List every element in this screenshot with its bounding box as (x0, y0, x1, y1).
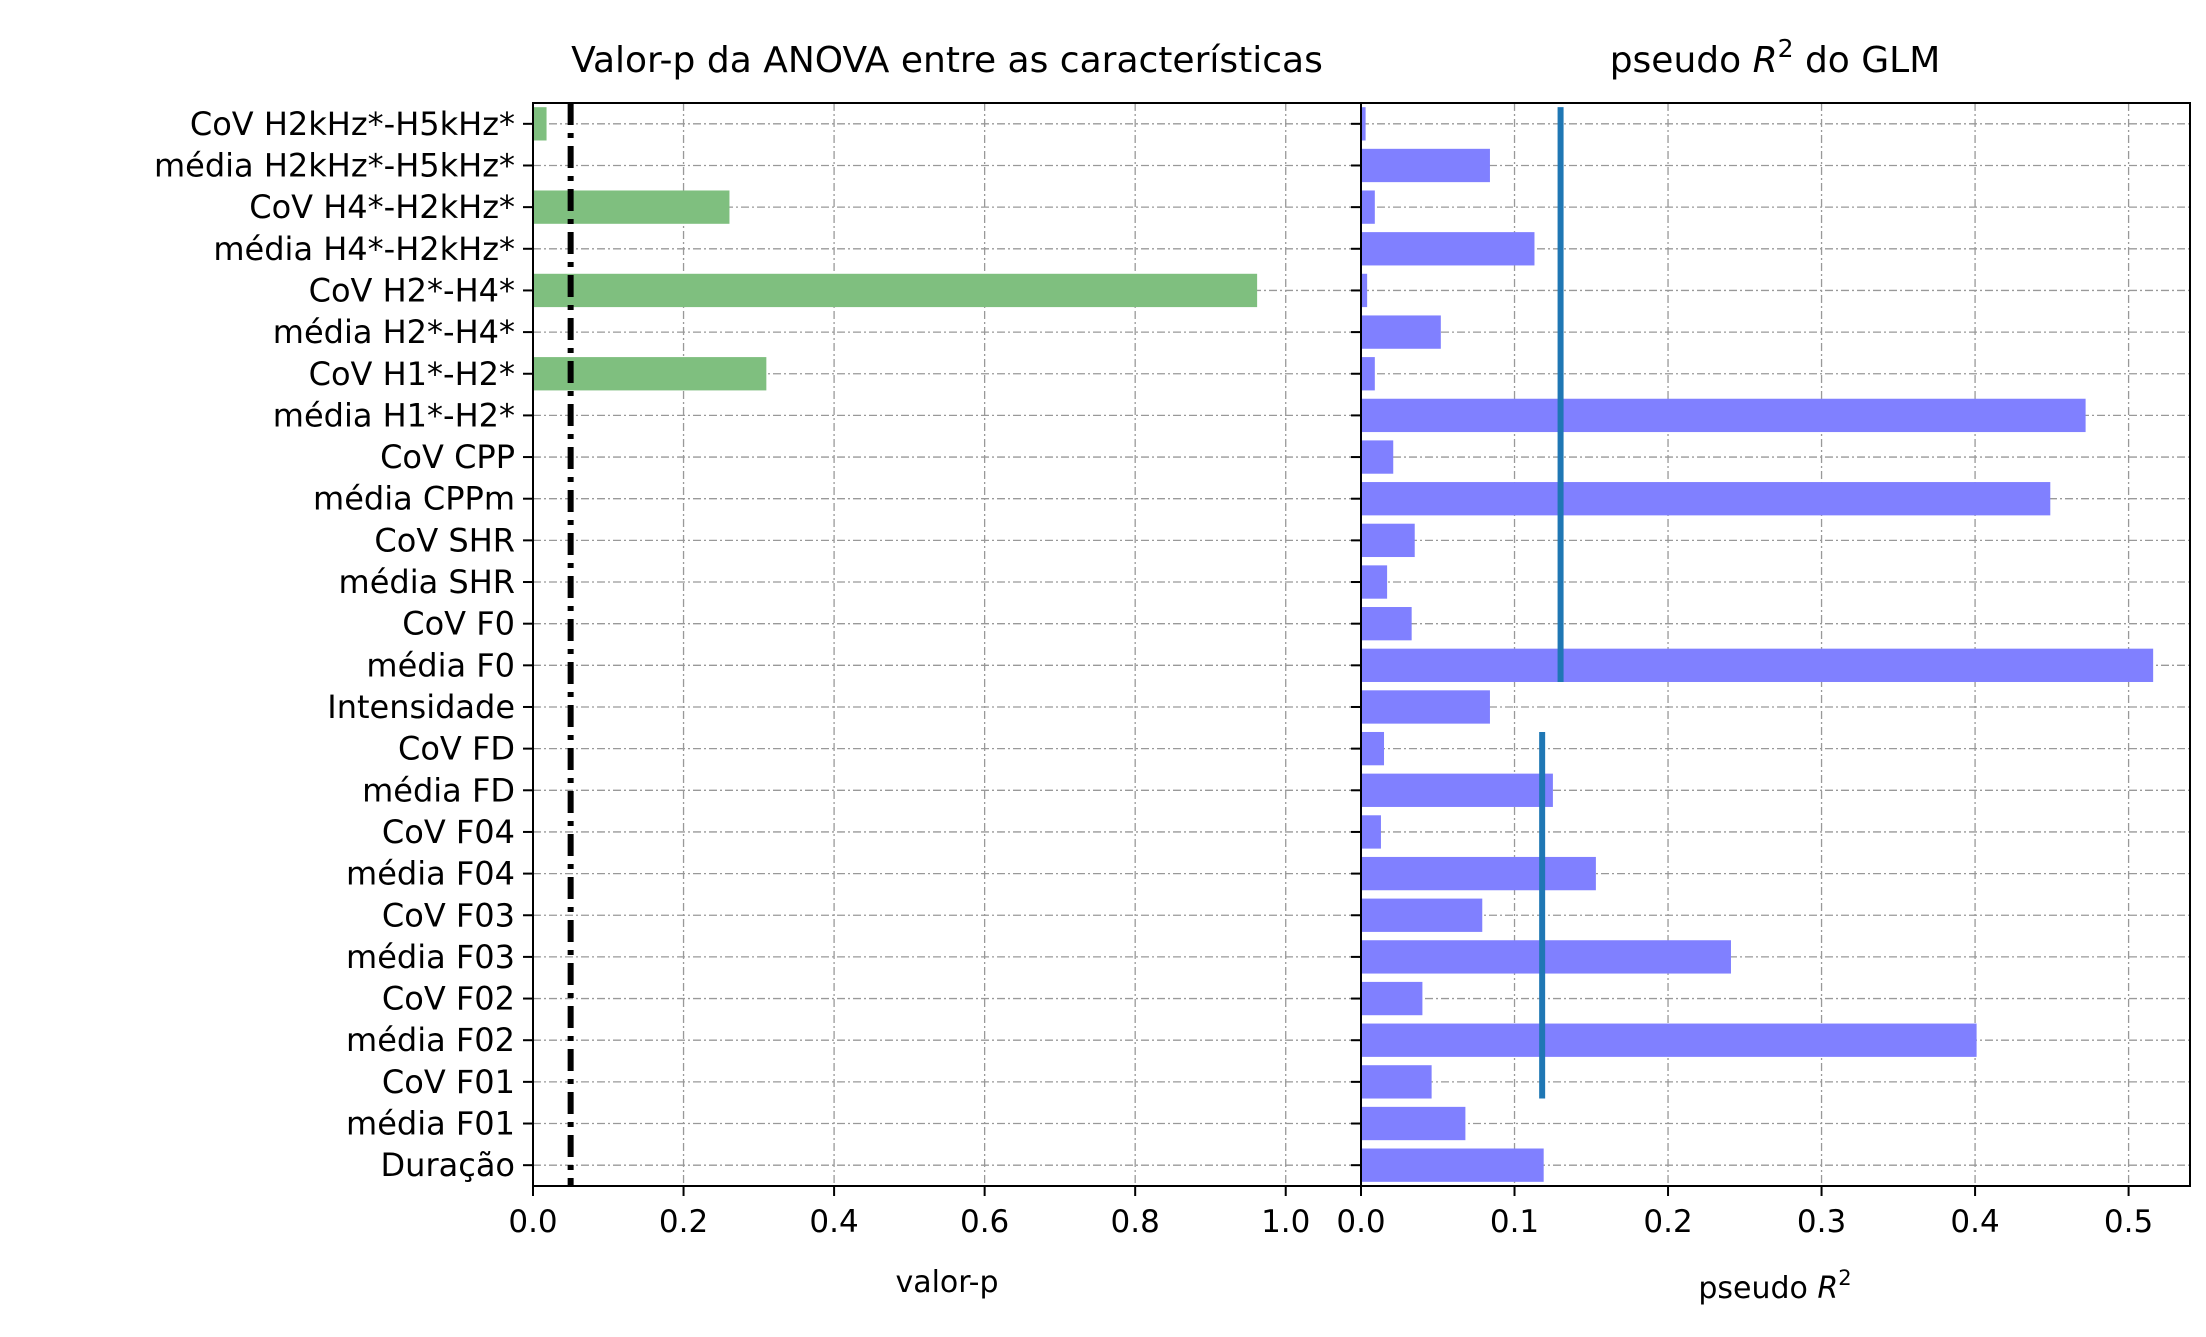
left-bar (533, 190, 730, 224)
right-bar (1361, 523, 1415, 558)
right-bar (1361, 1148, 1544, 1182)
right-y-ticks (1351, 122, 1361, 1167)
left-y-ticks: CoV H2kHz*-H5kHz*média H2kHz*-H5kHz* CoV … (154, 105, 533, 1184)
right-bar (1361, 1065, 1432, 1099)
category-label: CoV F0 (402, 605, 515, 643)
right-xlabel-prefix: pseudo (1698, 1271, 1817, 1306)
left-x-axis-label: valor-p (895, 1265, 998, 1300)
category-label: CoV F03 (382, 896, 515, 934)
right-bar (1361, 357, 1375, 391)
left-xtick-label: 0.6 (960, 1204, 1009, 1240)
right-title-math: R (1753, 40, 1778, 81)
category-label: CoV SHR (374, 521, 515, 559)
right-bar (1361, 232, 1535, 266)
left-grid (532, 103, 1361, 1186)
left-x-ticks: 0.0 0.2 0.4 0.6 0.8 1.0 (508, 1186, 1310, 1240)
right-bar (1361, 1106, 1466, 1141)
right-xtick-label: 0.1 (1490, 1204, 1539, 1240)
category-label: CoV H2kHz*-H5kHz* (190, 105, 515, 143)
glm-pseudo-r2-panel: 0.0 0.1 0.2 0.3 0.4 0.5 pseudo R2 do GLM pseu… (1336, 34, 2191, 1306)
right-bar (1361, 607, 1412, 641)
right-bar (1361, 731, 1385, 766)
right-bar (1361, 856, 1596, 891)
left-bar (533, 273, 1258, 308)
category-label: média CPPm (313, 480, 515, 518)
right-reference-lines (1539, 107, 1564, 1099)
right-bar (1361, 773, 1553, 807)
left-axes-frame (532, 102, 1362, 1187)
right-axes-frame (1360, 102, 2191, 1187)
left-xtick-label: 0.2 (659, 1204, 708, 1240)
right-chart-title: pseudo R2 do GLM (1610, 34, 1941, 81)
category-label: Duração (381, 1146, 515, 1184)
category-label: CoV CPP (380, 438, 515, 476)
right-xtick-label: 0.5 (2104, 1204, 2153, 1240)
right-bar (1361, 315, 1441, 349)
right-xlabel-math: R (1817, 1271, 1838, 1306)
right-bar (1361, 107, 1366, 141)
right-bar (1361, 440, 1394, 474)
category-label: média FD (362, 771, 515, 809)
left-xtick-label: 0.0 (508, 1204, 557, 1240)
right-bar (1361, 190, 1375, 224)
category-label: média F04 (346, 855, 515, 893)
category-label: média F01 (346, 1105, 515, 1143)
category-label: média H4*-H2kHz* (213, 230, 515, 268)
right-bar (1361, 898, 1483, 932)
right-xtick-label: 0.3 (1797, 1204, 1846, 1240)
category-label: CoV H1*-H2* (309, 355, 515, 393)
right-bar (1361, 148, 1490, 183)
category-label: CoV FD (398, 730, 515, 768)
right-bar (1361, 648, 2154, 682)
right-bar (1361, 940, 1731, 974)
right-bar (1361, 1023, 1977, 1057)
right-xlabel-sup: 2 (1838, 1266, 1851, 1290)
category-label: média H1*-H2* (273, 396, 515, 434)
right-bar (1361, 815, 1381, 849)
right-x-ticks: 0.0 0.1 0.2 0.3 0.4 0.5 (1336, 1186, 2153, 1240)
category-label: média H2*-H4* (273, 313, 515, 351)
right-bar (1361, 981, 1423, 1016)
category-label: Intensidade (327, 688, 515, 726)
right-bar (1361, 565, 1388, 599)
category-label: média H2kHz*-H5kHz* (154, 146, 515, 184)
left-bar (533, 107, 547, 141)
right-title-suffix: do GLM (1794, 40, 1941, 81)
category-label: CoV H2*-H4* (309, 271, 515, 309)
right-bar (1361, 690, 1490, 724)
right-x-axis-label: pseudo R2 (1698, 1266, 1851, 1306)
left-bars (533, 107, 1258, 391)
category-label: CoV F04 (382, 813, 515, 851)
left-xtick-label: 1.0 (1261, 1204, 1310, 1240)
category-label: média F02 (346, 1021, 515, 1059)
right-title-sup: 2 (1778, 34, 1794, 63)
right-bar (1361, 273, 1368, 308)
right-xtick-label: 0.0 (1336, 1204, 1385, 1240)
category-label: CoV H4*-H2kHz* (249, 188, 515, 226)
right-bar (1361, 482, 2051, 516)
anova-pvalue-panel: CoV H2kHz*-H5kHz*média H2kHz*-H5kHz* CoV … (154, 40, 1362, 1300)
left-xtick-label: 0.8 (1111, 1204, 1160, 1240)
right-bars (1361, 107, 2154, 1182)
right-title-prefix: pseudo (1610, 40, 1753, 81)
right-bar (1361, 398, 2086, 433)
left-xtick-label: 0.4 (809, 1204, 858, 1240)
right-xtick-label: 0.2 (1643, 1204, 1692, 1240)
category-label: CoV F01 (382, 1063, 515, 1101)
right-xtick-label: 0.4 (1950, 1204, 1999, 1240)
category-label: média F0 (366, 646, 515, 684)
category-label: CoV F02 (382, 980, 515, 1018)
category-label: média F03 (346, 938, 515, 976)
category-label: média SHR (339, 563, 515, 601)
left-chart-title: Valor-p da ANOVA entre as característica… (571, 40, 1323, 81)
